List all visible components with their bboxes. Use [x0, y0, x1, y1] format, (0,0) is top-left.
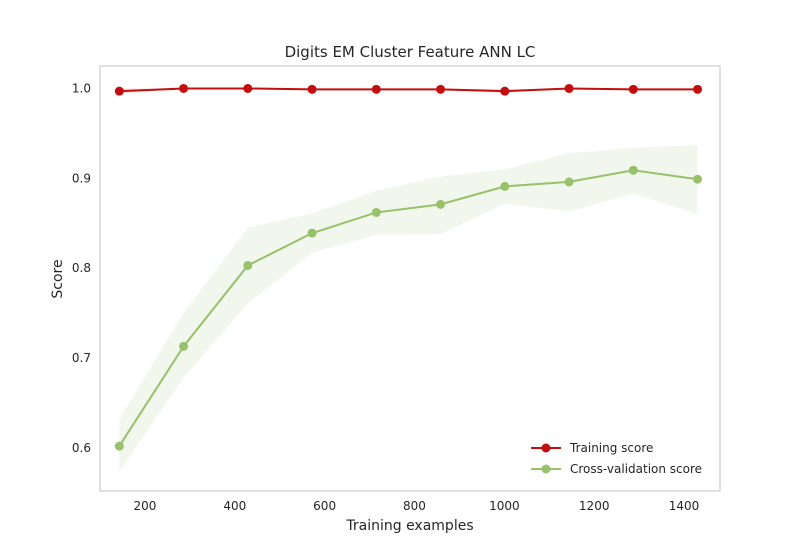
- data-point: [307, 228, 317, 238]
- legend-item-0: Training score: [531, 441, 653, 455]
- x-tick-label: 1000: [489, 499, 520, 513]
- data-point: [114, 441, 124, 451]
- data-point: [243, 260, 253, 270]
- legend-label: Cross-validation score: [570, 462, 702, 476]
- legend-swatch-marker: [541, 443, 551, 453]
- chart-title: Digits EM Cluster Feature ANN LC: [285, 43, 536, 61]
- series-1: [114, 165, 703, 451]
- legend-item-1: Cross-validation score: [531, 462, 702, 476]
- data-point: [500, 181, 510, 191]
- plot-frame: [99, 65, 721, 492]
- confidence-bands: [119, 88, 698, 472]
- x-axis-label: Training examples: [345, 518, 473, 534]
- data-point: [564, 177, 574, 187]
- data-point: [114, 86, 124, 96]
- y-tick-label: 0.9: [72, 171, 91, 185]
- series-layer: [114, 83, 703, 451]
- data-point: [500, 86, 510, 96]
- series-line-1: [118, 169, 698, 447]
- y-tick-label: 0.6: [72, 441, 91, 455]
- y-axis-ticks: 0.6 0.7 0.8 0.9 1.0: [72, 81, 91, 454]
- x-tick-label: 600: [313, 499, 336, 513]
- data-point: [564, 83, 574, 93]
- series-0: [114, 83, 703, 96]
- data-point: [693, 84, 703, 94]
- confidence-band-1: [119, 145, 698, 472]
- x-axis-ticks: 200 400 600 800 1000 1200 1400: [133, 499, 699, 513]
- data-point: [436, 84, 446, 94]
- data-point: [628, 84, 638, 94]
- data-point: [693, 174, 703, 184]
- y-tick-label: 0.8: [72, 261, 91, 275]
- y-tick-label: 0.7: [72, 351, 91, 365]
- x-tick-label: 400: [223, 499, 246, 513]
- series-line-0: [119, 87, 698, 93]
- y-axis-label: Score: [50, 259, 66, 298]
- data-point: [371, 207, 381, 217]
- legend-swatch-marker: [541, 464, 551, 474]
- x-tick-label: 1400: [669, 499, 700, 513]
- x-tick-label: 200: [133, 499, 156, 513]
- y-tick-label: 1.0: [72, 81, 91, 95]
- data-point: [371, 84, 381, 94]
- data-point: [243, 83, 253, 93]
- data-point: [179, 341, 189, 351]
- data-point: [179, 83, 189, 93]
- legend: Training score Cross-validation score: [531, 441, 702, 476]
- data-point: [307, 84, 317, 94]
- data-point: [628, 165, 638, 175]
- x-tick-label: 1200: [579, 499, 610, 513]
- data-point: [436, 199, 446, 209]
- legend-label: Training score: [569, 441, 653, 455]
- x-tick-label: 800: [403, 499, 426, 513]
